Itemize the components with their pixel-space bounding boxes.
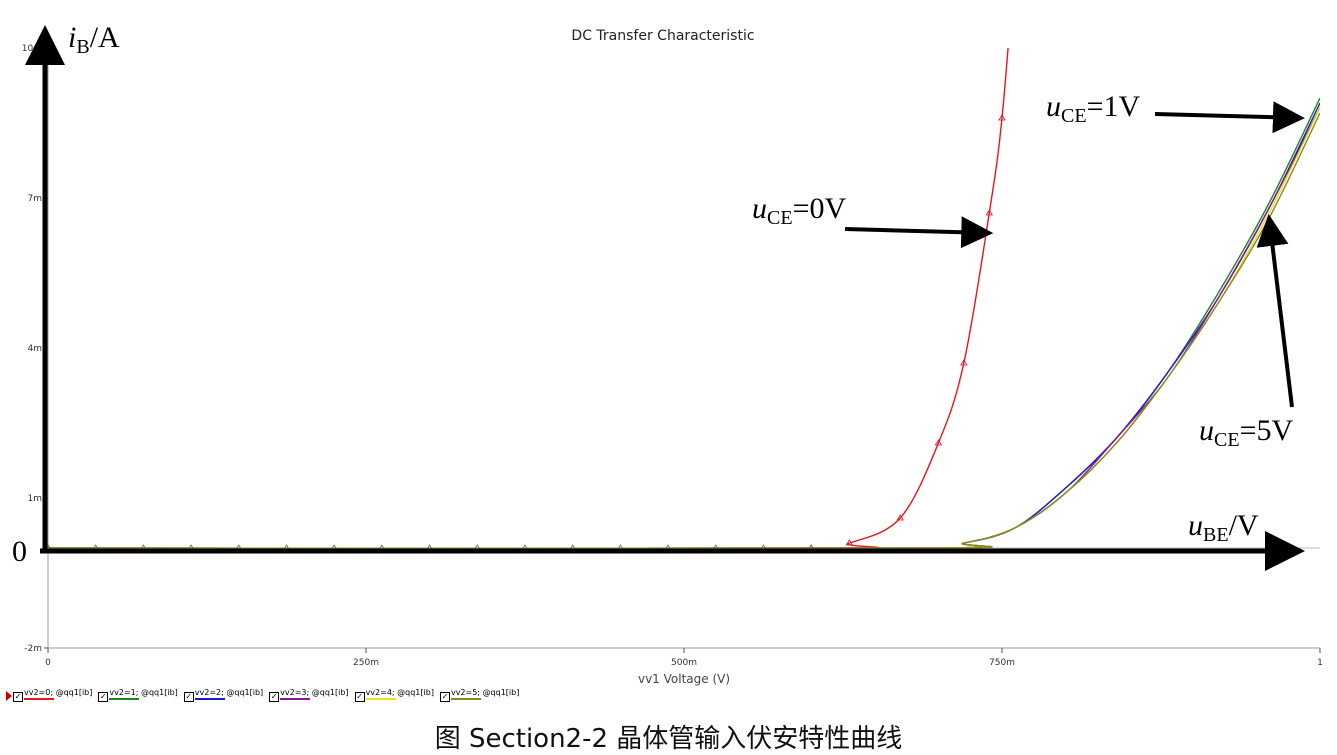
series-line-1	[48, 97, 1320, 550]
legend-checkbox[interactable]: ✓	[354, 692, 365, 702]
legend-item[interactable]: ✓ vv2=0; @qq1[ib]	[13, 688, 92, 702]
series-0-marker	[845, 539, 854, 546]
legend-item[interactable]: ✓ vv2=3; @qq1[ib]	[269, 688, 349, 702]
annotation-arrow-uce-5v	[1256, 214, 1294, 408]
legend-label-wrap: vv2=1; @qq1[ib]	[109, 688, 178, 700]
legend-item[interactable]: ✓ vv2=1; @qq1[ib]	[98, 688, 178, 702]
legend-label: vv2=4; @qq1[ib]	[365, 688, 434, 697]
y-tick-label: 1m	[28, 494, 43, 504]
origin-label: 0	[12, 535, 27, 568]
legend-item[interactable]: ✓ vv2=2; @qq1[ib]	[183, 688, 264, 702]
x-axis-label: vv1 Voltage (V)	[638, 672, 730, 686]
legend-checkbox[interactable]: ✓	[183, 692, 194, 702]
chart-plot: 0 250m 500m 750m 1 -2m 1m 4m 7m 10m DC Transfer C…	[12, 21, 1323, 686]
figure-caption: 图 Section2-2 晶体管输入伏安特性曲线	[434, 724, 903, 754]
y-tick-label: 4m	[28, 344, 43, 354]
series-line-5	[48, 112, 1320, 550]
series-line-0	[48, 48, 1009, 550]
y-tick-label: 7m	[28, 194, 43, 204]
bold-axes	[24, 25, 1305, 571]
legend-label-wrap: vv2=4; @qq1[ib]	[365, 688, 434, 700]
legend-label: vv2=5; @qq1[ib]	[450, 688, 520, 697]
legend-item[interactable]: ✓ vv2=4; @qq1[ib]	[354, 688, 434, 702]
series-0-marker	[934, 439, 943, 446]
legend-label-wrap: vv2=5; @qq1[ib]	[450, 688, 520, 700]
series-0-marker	[960, 359, 968, 366]
annotations: uCE=0V uCE=1V uCE=5V	[752, 90, 1305, 451]
legend-label-wrap: vv2=3; @qq1[ib]	[280, 688, 349, 700]
data-series	[44, 48, 1320, 551]
legend-swatch	[450, 698, 481, 700]
legend-checkbox[interactable]: ✓	[269, 692, 280, 702]
legend-label-wrap: vv2=2; @qq1[ib]	[194, 688, 264, 700]
x-tick-label: 750m	[989, 658, 1015, 668]
series-line-4	[48, 107, 1320, 550]
series-line-2	[48, 102, 1320, 550]
legend-swatch	[194, 698, 225, 700]
series-line-3	[48, 107, 1320, 550]
series-0-marker	[998, 114, 1006, 121]
legend-item[interactable]: ✓ vv2=5; @qq1[ib]	[439, 688, 520, 702]
x-tick-label: 250m	[353, 658, 379, 668]
legend-label-wrap: vv2=0; @qq1[ib]	[24, 688, 92, 700]
chart-title: DC Transfer Characteristic	[571, 28, 754, 44]
legend-label: vv2=3; @qq1[ib]	[280, 688, 349, 697]
legend-swatch	[24, 698, 54, 700]
legend-checkbox[interactable]: ✓	[439, 692, 450, 702]
legend-label: vv2=0; @qq1[ib]	[24, 688, 93, 697]
x-tick-label: 500m	[671, 658, 697, 668]
legend-checkbox[interactable]: ✓	[13, 692, 23, 702]
legend-label: vv2=2; @qq1[ib]	[194, 688, 264, 697]
x-axis-overlay-label: uBE/V	[1188, 509, 1259, 546]
series-0-marker	[985, 209, 993, 216]
legend-checkbox[interactable]: ✓	[98, 692, 109, 702]
legend-swatch	[109, 698, 140, 700]
series-0-marker	[896, 514, 904, 521]
annotation-arrow-uce-1v	[1154, 101, 1305, 134]
y-axis-overlay-label: iB/A	[68, 21, 120, 58]
annotation-uce-1v: uCE=1V	[1046, 90, 1140, 127]
y-tick-label: 10m	[22, 44, 42, 54]
x-tick-label: 0	[45, 658, 51, 668]
legend-swatch	[280, 698, 311, 700]
legend-active-marker-icon	[6, 691, 12, 701]
legend-label: vv2=1; @qq1[ib]	[109, 688, 178, 697]
annotation-uce-5v: uCE=5V	[1199, 414, 1293, 451]
axis-ticks: 0 250m 500m 750m 1 -2m 1m 4m 7m 10m	[22, 44, 1323, 668]
x-tick-label: 1	[1317, 658, 1323, 668]
annotation-uce-0v: uCE=0V	[752, 192, 846, 229]
legend: ✓ vv2=0; @qq1[ib] ✓ vv2=1; @qq1[ib] ✓ vv2=2; …	[6, 688, 525, 708]
legend-swatch	[365, 698, 396, 700]
plot-frame	[47, 48, 1320, 649]
annotation-arrow-uce-0v	[844, 216, 994, 249]
y-tick-label: -2m	[24, 644, 42, 654]
